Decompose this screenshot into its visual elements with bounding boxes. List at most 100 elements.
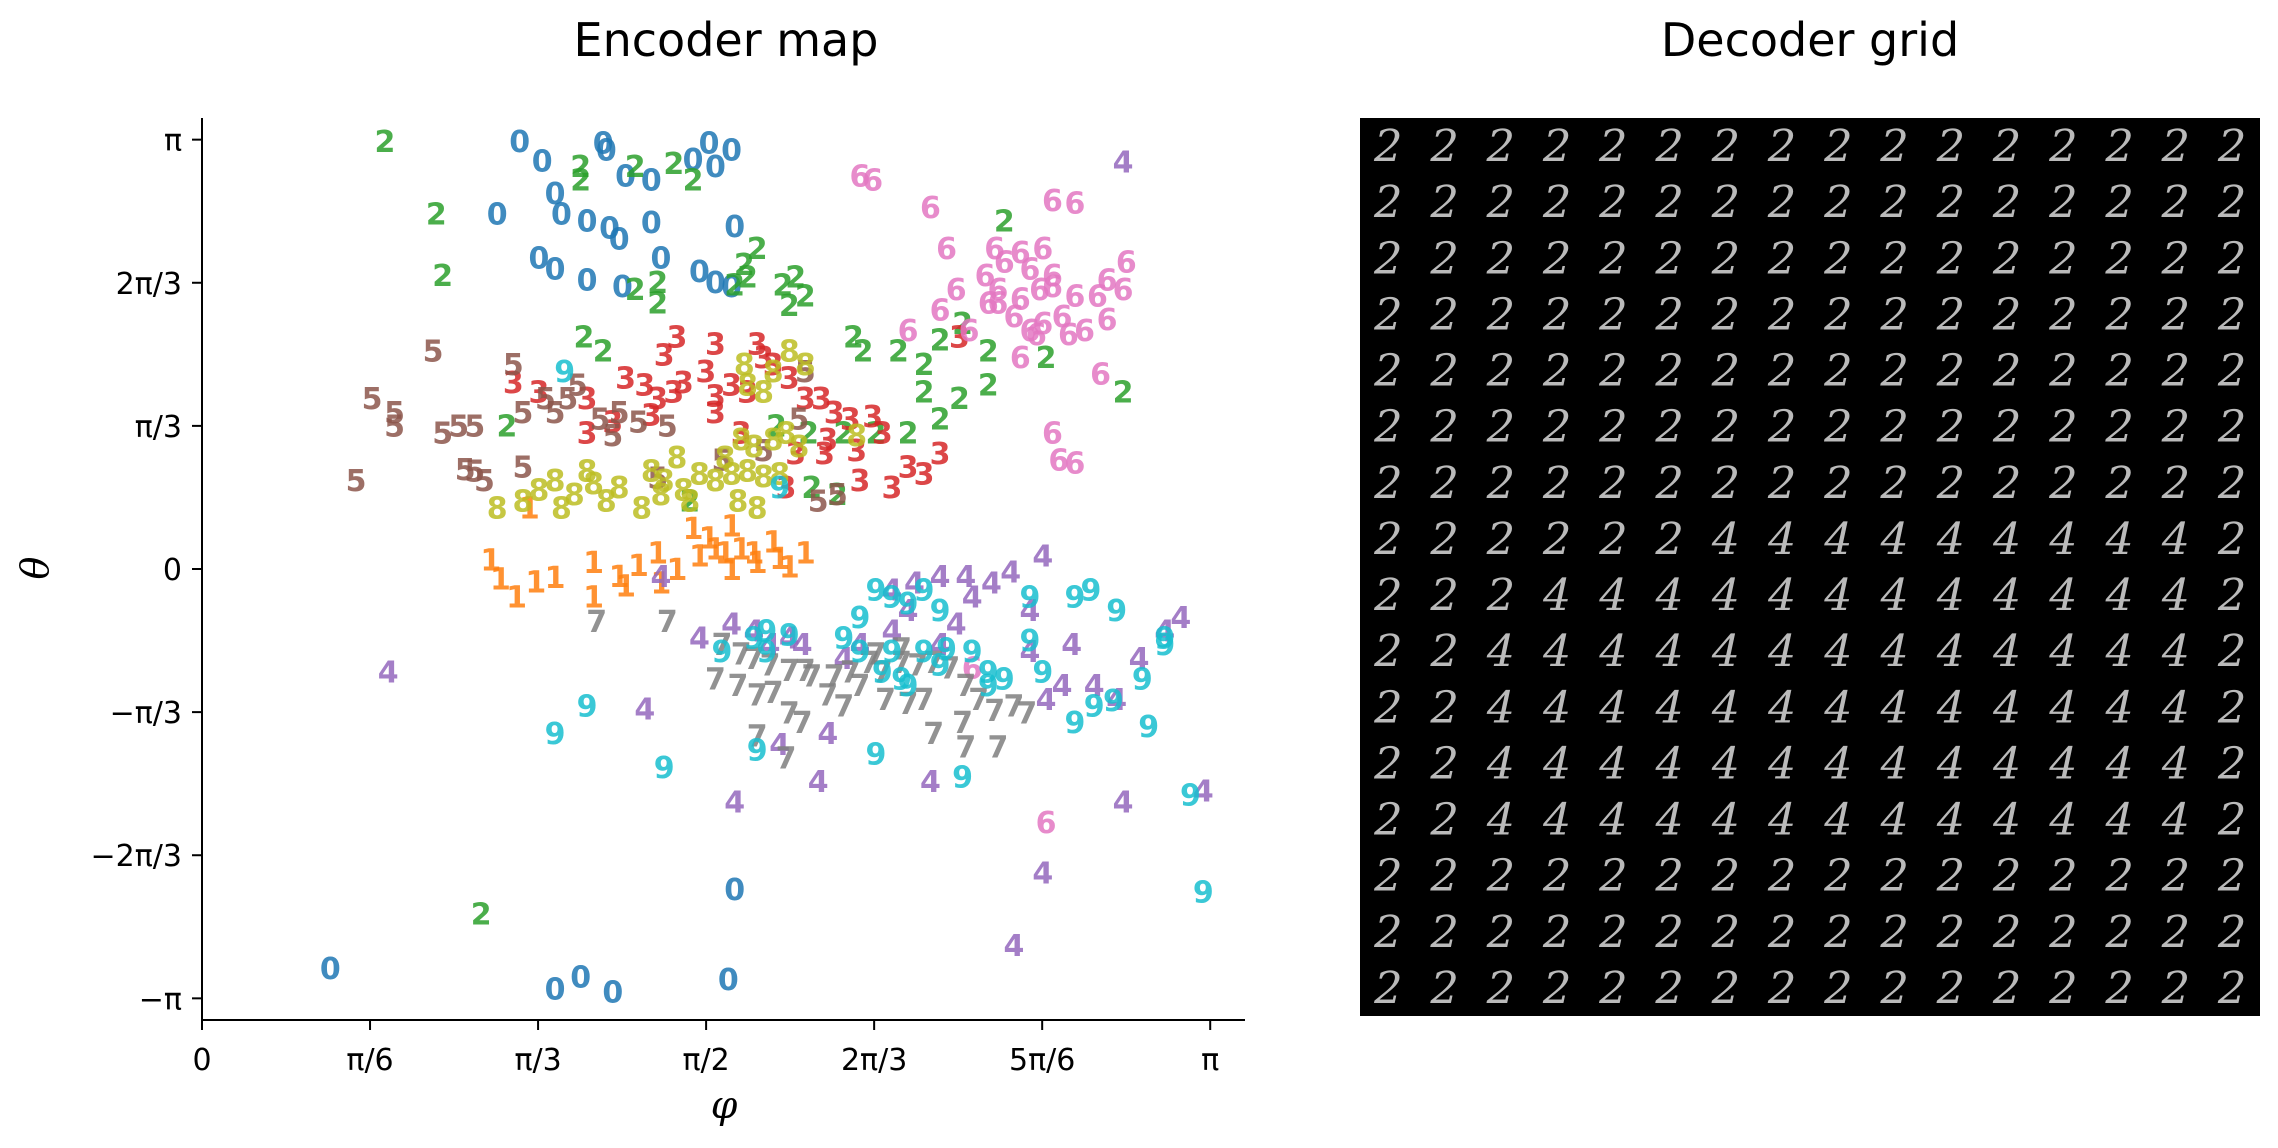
digit-8-point: 8 [596, 485, 617, 520]
digit-9-point: 9 [872, 656, 893, 691]
digit-4-point: 4 [1020, 635, 1041, 670]
digit-1-point: 1 [583, 546, 604, 581]
digit-9-point: 9 [554, 355, 575, 390]
digit-5-point: 5 [346, 464, 367, 499]
digit-2-point: 2 [747, 232, 768, 267]
digit-2-point: 2 [978, 334, 999, 369]
digit-0-point: 0 [551, 198, 572, 233]
x-tick-label: π [1201, 1043, 1219, 1078]
digit-4-point: 4 [981, 567, 1002, 602]
digit-4-point: 4 [1000, 556, 1021, 591]
digit-3-point: 3 [654, 338, 675, 373]
digit-0-point: 0 [705, 266, 726, 301]
digit-8-point: 8 [753, 460, 774, 495]
digit-6-point: 6 [898, 314, 919, 349]
digit-0-point: 0 [570, 960, 591, 995]
digit-5-point: 5 [557, 382, 578, 417]
digit-0-point: 0 [683, 143, 704, 178]
digit-0-point: 0 [545, 177, 566, 212]
digit-3-point: 3 [862, 400, 883, 435]
digit-1-point: 1 [721, 509, 742, 544]
digit-6-point: 6 [1032, 307, 1053, 342]
digit-3-point: 3 [776, 471, 797, 506]
digit-6-point: 6 [946, 273, 967, 308]
digit-9-point: 9 [1106, 594, 1127, 629]
digit-4-point: 4 [769, 728, 790, 763]
digit-3-point: 3 [705, 379, 726, 414]
digit-6-point: 6 [1097, 303, 1118, 338]
digit-4-point: 4 [1032, 539, 1053, 574]
digit-0-point: 0 [724, 210, 745, 245]
digit-4-point: 4 [650, 560, 671, 595]
decoder-grid-background [1360, 118, 2260, 1016]
digit-2-point: 2 [888, 334, 909, 369]
digit-7-point: 7 [1003, 690, 1024, 725]
digit-7-point: 7 [984, 694, 1005, 729]
digit-1-point: 1 [747, 546, 768, 581]
digit-4-point: 4 [634, 692, 655, 727]
digit-3-point: 3 [814, 437, 835, 472]
digit-9-point: 9 [1064, 706, 1085, 741]
digit-3-point: 3 [898, 451, 919, 486]
digit-1-point: 1 [744, 537, 765, 572]
digit-3-point: 3 [930, 437, 951, 472]
digit-9-point: 9 [1020, 624, 1041, 659]
digit-5-point: 5 [503, 348, 524, 383]
digit-6-point: 6 [1116, 246, 1137, 281]
digit-9-point: 9 [930, 649, 951, 684]
digit-7-point: 7 [795, 654, 816, 689]
digit-8-point: 8 [551, 492, 572, 527]
digit-8-point: 8 [776, 416, 797, 451]
digit-9-point: 9 [914, 635, 935, 670]
digit-6-point: 6 [1036, 806, 1057, 841]
digit-2-point: 2 [866, 416, 887, 451]
digit-2-point: 2 [734, 248, 755, 283]
digit-9-point: 9 [882, 635, 903, 670]
digit-2-point: 2 [471, 897, 492, 932]
digit-2-point: 2 [785, 261, 806, 296]
digit-6-point: 6 [1087, 280, 1108, 315]
digit-7-point: 7 [891, 632, 912, 667]
digit-0-point: 0 [487, 198, 508, 233]
digit-2-point: 2 [930, 403, 951, 438]
digit-5-point: 5 [474, 464, 495, 499]
x-tick-label: π/6 [346, 1043, 393, 1078]
digit-5-point: 5 [788, 403, 809, 438]
digit-9-point: 9 [1084, 690, 1105, 725]
digit-9-point: 9 [747, 733, 768, 768]
digit-4-point: 4 [962, 580, 983, 615]
digit-4-point: 4 [744, 615, 765, 650]
digit-7-point: 7 [763, 676, 784, 711]
digit-6-point: 6 [1064, 187, 1085, 222]
digit-8-point: 8 [673, 474, 694, 509]
digit-6-point: 6 [1048, 444, 1069, 479]
digit-5-point: 5 [657, 410, 678, 445]
digit-6-point: 6 [1064, 446, 1085, 481]
digit-9-point: 9 [756, 615, 777, 650]
digit-6-point: 6 [1010, 341, 1031, 376]
digit-0-point: 0 [705, 150, 726, 185]
digit-9-point: 9 [654, 751, 675, 786]
digit-0-point: 0 [609, 222, 630, 257]
digit-9-point: 9 [1032, 656, 1053, 691]
digit-0-point: 0 [699, 127, 720, 162]
digit-0-point: 0 [612, 270, 633, 305]
digit-4-point: 4 [882, 615, 903, 650]
digit-8-point: 8 [689, 457, 710, 492]
digit-3-point: 3 [779, 362, 800, 397]
digit-1-point: 1 [615, 569, 636, 604]
digit-9-point: 9 [994, 662, 1015, 697]
digit-9-point: 9 [1103, 684, 1124, 719]
digit-9-point: 9 [866, 574, 887, 609]
digit-4-point: 4 [817, 717, 838, 752]
digit-8-point: 8 [583, 467, 604, 502]
digit-8-point: 8 [512, 485, 533, 520]
digit-8-point: 8 [721, 457, 742, 492]
digit-1-point: 1 [683, 512, 704, 547]
digit-1-point: 1 [525, 565, 546, 600]
digit-4-point: 4 [898, 594, 919, 629]
digit-9-point: 9 [898, 587, 919, 622]
digit-2-point: 2 [833, 416, 854, 451]
digit-6-point: 6 [962, 651, 983, 686]
digit-6-point: 6 [1074, 314, 1095, 349]
